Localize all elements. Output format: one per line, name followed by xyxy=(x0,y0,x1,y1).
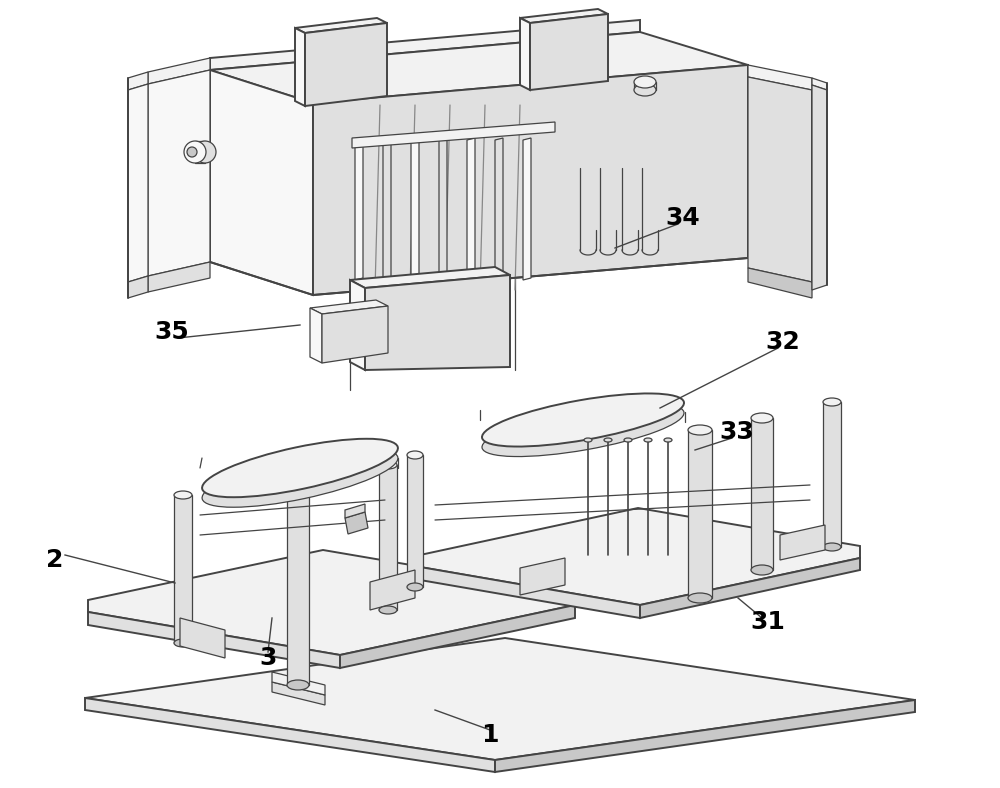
Ellipse shape xyxy=(202,449,398,507)
Polygon shape xyxy=(365,275,510,370)
Polygon shape xyxy=(812,78,827,90)
Text: 32: 32 xyxy=(766,330,800,354)
Ellipse shape xyxy=(482,403,684,456)
Polygon shape xyxy=(812,85,827,290)
Polygon shape xyxy=(295,28,305,106)
Polygon shape xyxy=(355,138,363,280)
Polygon shape xyxy=(128,276,148,298)
Text: 35: 35 xyxy=(155,320,189,344)
Polygon shape xyxy=(305,23,387,106)
Polygon shape xyxy=(748,268,812,298)
Polygon shape xyxy=(295,18,387,33)
Polygon shape xyxy=(88,550,575,655)
Polygon shape xyxy=(210,32,748,103)
Polygon shape xyxy=(180,618,225,658)
Polygon shape xyxy=(128,84,148,282)
Polygon shape xyxy=(85,698,495,772)
Text: 33: 33 xyxy=(720,420,754,444)
Polygon shape xyxy=(310,300,388,314)
Polygon shape xyxy=(313,65,748,295)
Text: 1: 1 xyxy=(481,723,499,747)
Ellipse shape xyxy=(634,76,656,88)
Ellipse shape xyxy=(187,147,197,157)
Polygon shape xyxy=(272,672,325,695)
Polygon shape xyxy=(748,77,812,282)
Ellipse shape xyxy=(184,141,206,163)
Polygon shape xyxy=(495,138,503,280)
Ellipse shape xyxy=(823,543,841,551)
Polygon shape xyxy=(272,682,325,705)
Ellipse shape xyxy=(584,438,592,442)
Polygon shape xyxy=(420,508,860,605)
Text: 2: 2 xyxy=(46,548,64,572)
Polygon shape xyxy=(322,306,388,363)
Polygon shape xyxy=(467,138,475,280)
Polygon shape xyxy=(350,280,365,370)
Ellipse shape xyxy=(751,565,773,575)
Ellipse shape xyxy=(202,439,398,497)
Polygon shape xyxy=(287,490,309,685)
Ellipse shape xyxy=(482,393,684,447)
Polygon shape xyxy=(210,70,313,295)
Polygon shape xyxy=(128,72,148,90)
Polygon shape xyxy=(88,612,340,668)
Polygon shape xyxy=(780,525,825,560)
Polygon shape xyxy=(439,138,447,280)
Polygon shape xyxy=(495,700,915,772)
Ellipse shape xyxy=(688,593,712,603)
Polygon shape xyxy=(407,455,423,587)
Polygon shape xyxy=(640,558,860,618)
Polygon shape xyxy=(420,567,640,618)
Polygon shape xyxy=(520,18,530,90)
Polygon shape xyxy=(751,418,773,570)
Polygon shape xyxy=(148,58,210,84)
Ellipse shape xyxy=(823,398,841,406)
Polygon shape xyxy=(530,14,608,90)
Polygon shape xyxy=(345,504,365,518)
Polygon shape xyxy=(370,570,415,610)
Polygon shape xyxy=(85,638,915,760)
Polygon shape xyxy=(523,138,531,280)
Ellipse shape xyxy=(664,438,672,442)
Polygon shape xyxy=(148,70,210,276)
Polygon shape xyxy=(345,512,368,534)
Ellipse shape xyxy=(287,485,309,495)
Polygon shape xyxy=(148,262,210,292)
Text: 3: 3 xyxy=(259,646,277,670)
Ellipse shape xyxy=(407,583,423,591)
Polygon shape xyxy=(383,138,391,280)
Polygon shape xyxy=(340,605,575,668)
Ellipse shape xyxy=(407,451,423,459)
Polygon shape xyxy=(310,308,322,363)
Ellipse shape xyxy=(688,425,712,435)
Polygon shape xyxy=(520,9,608,23)
Ellipse shape xyxy=(174,639,192,647)
Polygon shape xyxy=(350,267,510,288)
Ellipse shape xyxy=(644,438,652,442)
Ellipse shape xyxy=(194,141,216,163)
Polygon shape xyxy=(174,495,192,643)
Polygon shape xyxy=(688,430,712,598)
Polygon shape xyxy=(352,122,555,148)
Polygon shape xyxy=(210,20,640,70)
Polygon shape xyxy=(748,65,812,90)
Ellipse shape xyxy=(604,438,612,442)
Ellipse shape xyxy=(624,438,632,442)
Polygon shape xyxy=(520,558,565,595)
Ellipse shape xyxy=(379,461,397,469)
Ellipse shape xyxy=(634,84,656,96)
Polygon shape xyxy=(411,138,419,280)
Ellipse shape xyxy=(174,491,192,499)
Polygon shape xyxy=(379,465,397,610)
Ellipse shape xyxy=(379,606,397,614)
Text: 31: 31 xyxy=(751,610,785,634)
Ellipse shape xyxy=(751,413,773,423)
Polygon shape xyxy=(823,402,841,547)
Ellipse shape xyxy=(287,680,309,690)
Text: 34: 34 xyxy=(666,206,700,230)
